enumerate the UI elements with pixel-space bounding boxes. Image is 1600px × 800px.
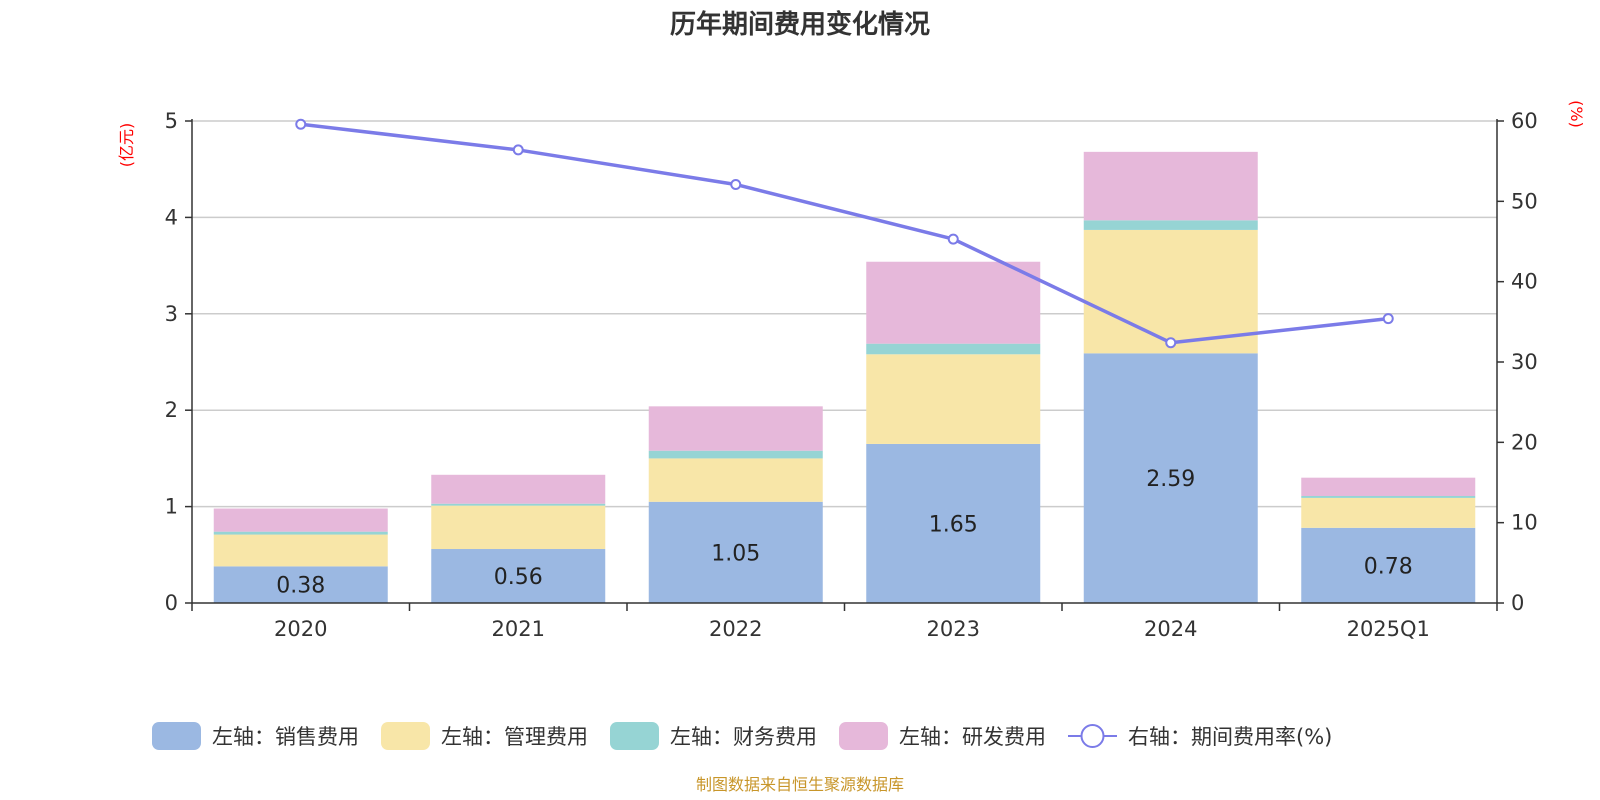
bar-segment xyxy=(213,531,388,535)
source-note: 制图数据来自恒生聚源数据库 xyxy=(696,775,904,794)
bar-segment xyxy=(866,343,1041,355)
x-axis-tick-label: 2023 xyxy=(927,617,980,641)
bar-segment xyxy=(866,443,1041,603)
right-axis-tick-label: 40 xyxy=(1511,270,1538,294)
right-axis-tick-label: 10 xyxy=(1511,511,1538,535)
right-axis-tick-label: 20 xyxy=(1511,430,1538,454)
legend-item-label: 左轴：管理费用 xyxy=(441,725,588,749)
x-axis-tick-label: 2021 xyxy=(492,617,545,641)
right-axis-tick-label: 60 xyxy=(1511,109,1538,133)
bar-segment xyxy=(1301,495,1476,498)
data-label: 2.59 xyxy=(1146,467,1195,492)
bar-segment xyxy=(648,458,823,502)
left-axis-tick-label: 5 xyxy=(165,109,178,133)
bar-segment xyxy=(648,450,823,459)
right-axis-unit: (%) xyxy=(1567,100,1586,128)
x-axis-tick-label: 2020 xyxy=(274,617,327,641)
legend-item-label: 左轴：研发费用 xyxy=(899,725,1046,749)
left-axis-tick-label: 4 xyxy=(165,205,178,229)
bar-segment xyxy=(648,501,823,603)
bars xyxy=(213,151,1476,603)
rate-line-path xyxy=(300,122,1389,345)
data-label: 1.65 xyxy=(929,512,978,537)
rate-point xyxy=(512,144,524,156)
legend-item-label: 左轴：销售费用 xyxy=(212,725,359,749)
legend: 左轴：销售费用 左轴：管理费用 左轴：财务费用 左轴：研发费用 右轴：期间费用率(%) xyxy=(152,722,1332,750)
bar-segment xyxy=(213,534,388,567)
bar-segment xyxy=(866,261,1041,344)
chart-title: 历年期间费用变化情况 xyxy=(670,9,930,40)
rate-point xyxy=(295,118,307,130)
bar-segment xyxy=(431,474,606,504)
left-axis-tick-label: 3 xyxy=(165,302,178,326)
bar-segment xyxy=(866,354,1041,444)
rate-point xyxy=(947,233,959,245)
legend-circle-marker xyxy=(1080,724,1105,748)
rate-line xyxy=(295,118,1394,349)
right-axis-tick-label: 0 xyxy=(1511,591,1524,615)
bar-segment xyxy=(213,508,388,532)
data-labels: 0.38 0.56 1.05 1.65 2.59 0.78 xyxy=(276,467,1412,599)
gridlines xyxy=(192,120,1497,508)
x-axis-tick-label: 2024 xyxy=(1144,617,1197,641)
bar-segment xyxy=(1083,353,1258,603)
bar-segment xyxy=(431,505,606,550)
right-axis-tick-label: 30 xyxy=(1511,350,1538,374)
legend-swatch xyxy=(839,722,888,750)
right-axis-tick-label: 50 xyxy=(1511,189,1538,213)
legend-item-label: 左轴：财务费用 xyxy=(670,725,817,749)
left-axis-tick-label: 2 xyxy=(165,398,178,422)
rate-point xyxy=(1165,337,1177,349)
bar-segment xyxy=(1301,527,1476,603)
bar-segment xyxy=(648,406,823,451)
left-axis-tick-label: 1 xyxy=(165,495,178,519)
bar-segment xyxy=(431,503,606,506)
left-axis-tick-label: 0 xyxy=(165,591,178,615)
bar-segment xyxy=(1301,477,1476,496)
left-axis-unit: (亿元) xyxy=(117,123,136,168)
bar-segment xyxy=(431,549,606,603)
bar-segment xyxy=(213,566,388,603)
data-label: 1.05 xyxy=(711,541,760,566)
x-axis-tick-label: 2022 xyxy=(709,617,762,641)
legend-item-label: 右轴：期间费用率(%) xyxy=(1128,725,1332,749)
legend-swatch xyxy=(381,722,430,750)
data-label: 0.38 xyxy=(276,574,325,599)
legend-swatch xyxy=(610,722,659,750)
x-axis-tick-label: 2025Q1 xyxy=(1347,617,1430,641)
rate-point xyxy=(730,178,742,190)
data-label: 0.78 xyxy=(1364,554,1413,579)
bar-segment xyxy=(1301,497,1476,528)
legend-swatch xyxy=(152,722,201,750)
rate-point xyxy=(1382,313,1394,325)
data-label: 0.56 xyxy=(494,565,543,590)
bar-segment xyxy=(1083,151,1258,221)
bar-segment xyxy=(1083,229,1258,354)
bar-segment xyxy=(1083,220,1258,230)
